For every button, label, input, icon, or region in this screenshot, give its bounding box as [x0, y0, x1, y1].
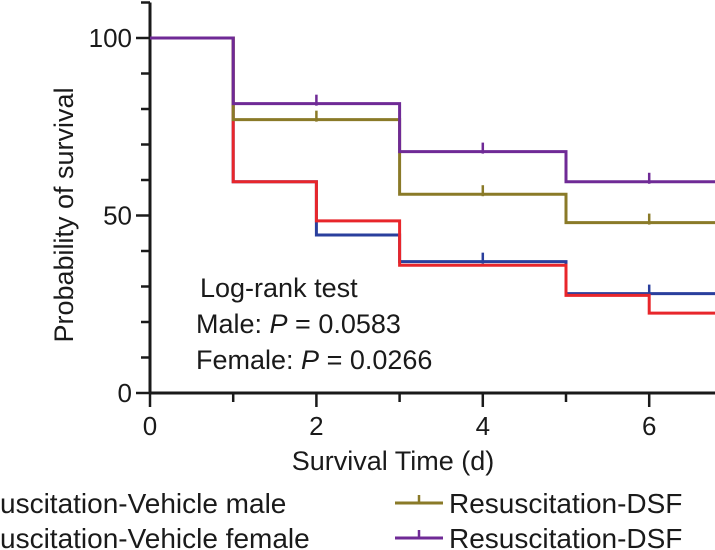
x-tick-label: 0: [143, 411, 157, 441]
x-tick-label: 2: [309, 411, 323, 441]
annotation-female: Female: P = 0.0266: [196, 345, 432, 375]
y-tick-label: 0: [118, 378, 132, 408]
annotation-female-prefix: Female:: [196, 345, 301, 375]
annotation-male-p: P: [270, 309, 288, 339]
series-line-1: [150, 36, 715, 296]
x-tick-label: 4: [476, 411, 490, 441]
y-tick-label: 100: [89, 23, 132, 53]
annotation-male: Male: P = 0.0583: [196, 309, 401, 339]
legend-label-4: Resuscitation-DSF: [449, 523, 682, 550]
legend-label-3: Resuscitation-DSF: [449, 488, 682, 519]
legend-label-1: suscitation-Vehicle male: [0, 488, 286, 519]
annotation-male-value: = 0.0583: [288, 309, 401, 339]
legend: suscitation-Vehicle male suscitation-Vehi…: [0, 488, 682, 550]
series-line-2: [150, 36, 715, 315]
series-layer: [150, 36, 715, 315]
annotation-line-1: Log-rank test: [200, 273, 358, 303]
annotation-female-value: = 0.0266: [319, 345, 432, 375]
annotation-male-prefix: Male:: [196, 309, 270, 339]
axes-layer: 0 50 100 0 2 4 6: [89, 1, 715, 441]
annotation-female-p: P: [301, 345, 319, 375]
x-axis-title: Survival Time (d): [292, 446, 495, 476]
series-line-3: [150, 36, 715, 225]
y-axis-title: Probability of survival: [49, 87, 79, 342]
series-line-4: [150, 36, 715, 184]
legend-label-2: suscitation-Vehicle female: [0, 523, 310, 550]
y-tick-label: 50: [103, 201, 132, 231]
x-tick-label: 6: [642, 411, 656, 441]
